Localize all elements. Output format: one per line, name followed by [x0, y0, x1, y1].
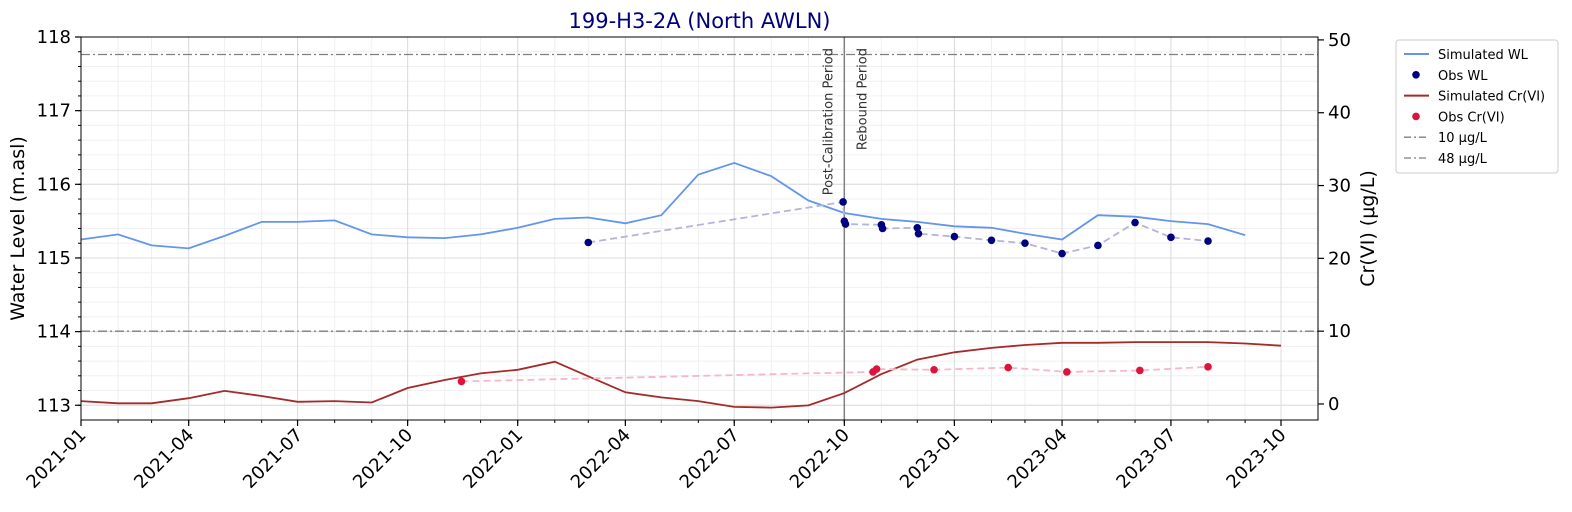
series-point [1204, 363, 1212, 371]
legend-frame [1395, 39, 1559, 174]
series-point [1063, 368, 1071, 376]
series-point [841, 220, 850, 228]
y-left-tick-label: 114 [37, 322, 71, 343]
series-trend-line [588, 200, 1209, 255]
y-axis-label-left: Water Level (m.asl) [7, 136, 29, 321]
y-right-tick-label: 50 [1328, 30, 1351, 51]
series-point [872, 365, 881, 373]
x-tick-label: 2023-01 [896, 425, 964, 493]
y-axis-label-right: Cr(VI) (μg/L) [1357, 170, 1379, 287]
legend-label: Simulated Cr(VI) [1438, 90, 1545, 105]
series-point [950, 232, 959, 241]
series-point [1004, 363, 1013, 372]
post-calibration-period-label: Post-Calibration Period [821, 48, 836, 195]
series-point [1136, 366, 1144, 375]
x-tick-label: 2022-01 [459, 425, 527, 493]
series-point [930, 365, 938, 374]
series-point [1131, 218, 1139, 227]
legend: Simulated WL Obs WL Simulated Cr(VI) Obs Cr… [1395, 39, 1559, 174]
x-tick-label: 2021-04 [130, 425, 198, 493]
axis-ticks: 2021-01 2021-04 2021-07 2021-10 2022-01 2022-… [22, 27, 1350, 493]
y-left-tick-label: 116 [37, 174, 71, 195]
y-right-tick-label: 20 [1328, 248, 1351, 269]
y-right-tick-label: 30 [1328, 176, 1351, 197]
series-point [1058, 249, 1066, 258]
y-right-tick-label: 0 [1328, 394, 1339, 415]
chart-title: 199-H3-2A (North AWLN) [569, 9, 831, 33]
legend-label: Simulated WL [1438, 48, 1529, 63]
series-line [80, 161, 1246, 250]
x-tick-label: 2021-07 [239, 425, 307, 493]
series-point [987, 236, 996, 245]
series-point [584, 238, 593, 247]
series-point [878, 224, 887, 233]
series-point [457, 377, 466, 386]
x-tick-label: 2023-10 [1222, 425, 1290, 493]
series-point [1204, 237, 1212, 245]
series-point [914, 229, 923, 238]
x-tick-label: 2022-07 [676, 425, 744, 493]
reference-lines [81, 53, 1318, 332]
series-line [80, 341, 1282, 409]
y-left-tick-label: 118 [37, 27, 71, 48]
legend-label: 48 μg/L [1438, 152, 1488, 167]
x-tick-label: 2023-04 [1004, 425, 1072, 493]
series-point [1167, 233, 1175, 242]
minor-grid [80, 36, 1318, 420]
legend-label: Obs Cr(VI) [1438, 110, 1505, 125]
y-left-tick-label: 113 [37, 395, 71, 416]
series-point [913, 223, 922, 232]
series-point [1021, 239, 1029, 248]
x-tick-label: 2023-07 [1112, 425, 1180, 493]
series-point [1094, 241, 1102, 250]
rebound-period-label: Rebound Period [855, 48, 870, 150]
x-tick-label: 2022-10 [786, 425, 854, 493]
y-right-tick-label: 10 [1328, 321, 1351, 342]
y-right-tick-label: 40 [1328, 103, 1351, 124]
legend-swatch [1412, 112, 1420, 121]
x-tick-label: 2021-01 [22, 425, 90, 493]
x-tick-label: 2021-10 [349, 425, 417, 493]
legend-label: 10 μg/L [1438, 131, 1488, 146]
y-left-tick-label: 117 [37, 101, 71, 122]
y-left-tick-label: 115 [37, 248, 71, 269]
x-tick-label: 2022-04 [567, 425, 635, 493]
series-layer [80, 161, 1282, 409]
series-point [839, 198, 847, 206]
legend-swatch [1412, 71, 1420, 79]
legend-label: Obs WL [1438, 69, 1488, 84]
